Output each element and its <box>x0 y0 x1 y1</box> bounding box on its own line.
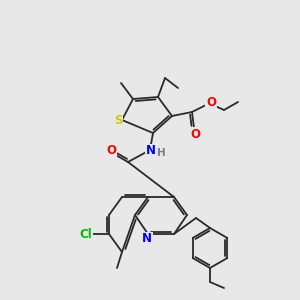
Text: N: N <box>146 145 156 158</box>
Text: H: H <box>157 148 165 158</box>
Text: O: O <box>190 128 200 140</box>
Text: S: S <box>114 115 122 128</box>
Text: O: O <box>106 145 116 158</box>
Text: O: O <box>206 97 216 110</box>
Text: Cl: Cl <box>80 227 92 241</box>
Text: N: N <box>142 232 152 245</box>
